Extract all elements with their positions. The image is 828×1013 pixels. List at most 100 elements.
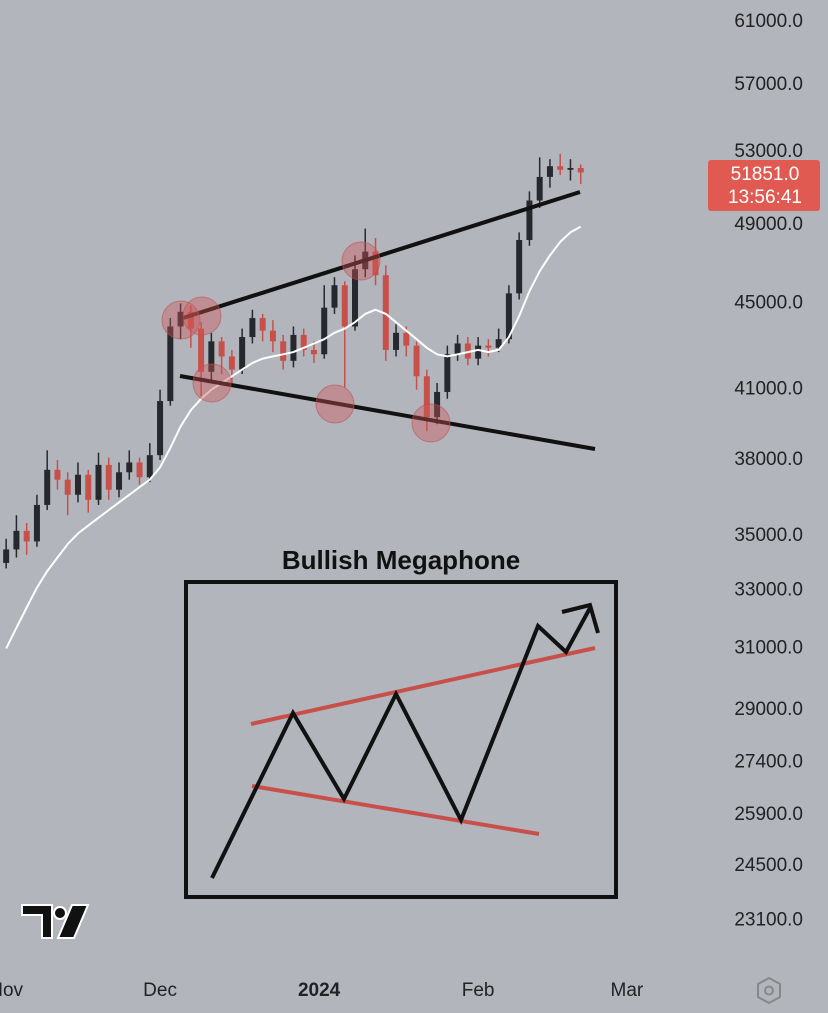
candle-body bbox=[23, 530, 30, 542]
inset-upper-line bbox=[250, 646, 596, 726]
candle-body bbox=[177, 311, 184, 327]
candle-body bbox=[13, 530, 20, 550]
candle-body bbox=[54, 469, 61, 480]
candle-body bbox=[44, 469, 51, 505]
candle-body bbox=[146, 455, 153, 478]
candle-body bbox=[577, 167, 584, 173]
y-tick-label: 45000.0 bbox=[734, 293, 803, 314]
y-tick-label: 38000.0 bbox=[734, 449, 803, 470]
touch-circle bbox=[182, 296, 222, 336]
touch-circle bbox=[315, 384, 355, 424]
x-tick-label: Nov bbox=[0, 980, 24, 1001]
candles: 61000.0 57000.0 53000.0 49000.0 45000.0 41000… bbox=[0, 11, 803, 1001]
candle-body bbox=[198, 328, 205, 372]
candle-body bbox=[413, 345, 420, 377]
logo-dot bbox=[53, 906, 67, 920]
candle-body bbox=[126, 462, 133, 473]
candle-body bbox=[269, 330, 276, 342]
candle-body bbox=[167, 326, 174, 402]
candle-body bbox=[208, 341, 215, 372]
x-tick-label: Dec bbox=[143, 980, 177, 1001]
candle-body bbox=[444, 354, 451, 392]
candle-body bbox=[280, 341, 287, 361]
inset-lower-line bbox=[251, 784, 540, 836]
touch-circle bbox=[161, 300, 201, 340]
candle-body bbox=[495, 339, 502, 348]
candle-body bbox=[475, 345, 482, 359]
inset-diagram: Bullish Megaphone bbox=[184, 545, 618, 899]
y-tick-label: 31000.0 bbox=[734, 637, 803, 658]
settings-icon[interactable] bbox=[757, 976, 781, 1005]
candle-body bbox=[526, 200, 533, 240]
candle-body bbox=[321, 307, 328, 355]
candle-body bbox=[85, 474, 92, 500]
y-tick-label: 23100.0 bbox=[734, 910, 803, 931]
candle-body bbox=[33, 504, 40, 542]
settings-icon-center bbox=[764, 985, 774, 996]
candle-body bbox=[228, 356, 235, 370]
y-tick-label: 49000.0 bbox=[734, 214, 803, 235]
y-tick-label: 24500.0 bbox=[734, 855, 803, 876]
y-tick-label: 53000.0 bbox=[734, 141, 803, 162]
candle-body bbox=[187, 311, 194, 329]
y-tick-label: 57000.0 bbox=[734, 74, 803, 95]
candle-body bbox=[74, 474, 81, 495]
candle-body bbox=[485, 345, 492, 348]
logo-t bbox=[21, 904, 53, 939]
logo-v bbox=[56, 904, 90, 939]
candle-body bbox=[557, 166, 564, 170]
touch-circle bbox=[341, 241, 381, 281]
candle-body bbox=[116, 472, 123, 490]
candle-body bbox=[403, 332, 410, 346]
candle-body bbox=[136, 462, 143, 478]
inset-arrowhead bbox=[561, 602, 600, 634]
countdown: 13:56:41 bbox=[728, 187, 802, 208]
inset-title: Bullish Megaphone bbox=[282, 545, 520, 575]
y-tick-label: 61000.0 bbox=[734, 11, 803, 32]
last-price: 51851.0 bbox=[731, 164, 800, 185]
candle-body bbox=[464, 343, 471, 359]
y-tick-label: 41000.0 bbox=[734, 379, 803, 400]
candle-body bbox=[382, 275, 389, 350]
candle-body bbox=[157, 401, 164, 456]
price-tag: 51851.0 13:56:41 bbox=[708, 160, 820, 211]
candle-body bbox=[372, 251, 379, 276]
candle-body bbox=[331, 285, 338, 308]
y-tick-label: 29000.0 bbox=[734, 699, 803, 720]
y-tick-label: 35000.0 bbox=[734, 525, 803, 546]
candle-body bbox=[249, 318, 256, 338]
touch-circle bbox=[192, 363, 232, 403]
touch-circle bbox=[411, 403, 451, 443]
y-tick-label: 33000.0 bbox=[734, 580, 803, 601]
tradingview-logo bbox=[21, 904, 90, 939]
candle-body bbox=[95, 464, 102, 500]
candle-body bbox=[567, 167, 574, 170]
annotations bbox=[161, 190, 596, 451]
candle-body bbox=[341, 285, 348, 327]
y-tick-label: 25900.0 bbox=[734, 804, 803, 825]
upper-trendline bbox=[182, 190, 581, 320]
candle-body bbox=[310, 349, 317, 355]
lower-trendline bbox=[179, 374, 596, 451]
x-tick-label: 2024 bbox=[298, 980, 341, 1001]
candle-body bbox=[393, 332, 400, 350]
candle-body bbox=[516, 239, 523, 294]
candle-body bbox=[300, 334, 307, 350]
moving-average-line bbox=[5, 225, 582, 649]
touch-circles bbox=[161, 241, 451, 443]
inset-frame bbox=[184, 580, 618, 899]
candle-body bbox=[505, 293, 512, 340]
candle-body bbox=[454, 343, 461, 355]
candle-body bbox=[536, 176, 543, 201]
candle-body bbox=[218, 341, 225, 357]
candle-body bbox=[239, 337, 246, 370]
price-tag-box bbox=[708, 160, 820, 211]
inset-zigzag bbox=[210, 607, 592, 879]
candle-body bbox=[423, 376, 430, 418]
y-tick-label: 27400.0 bbox=[734, 752, 803, 773]
candle-body bbox=[105, 464, 112, 490]
x-tick-label: Mar bbox=[611, 980, 644, 1001]
